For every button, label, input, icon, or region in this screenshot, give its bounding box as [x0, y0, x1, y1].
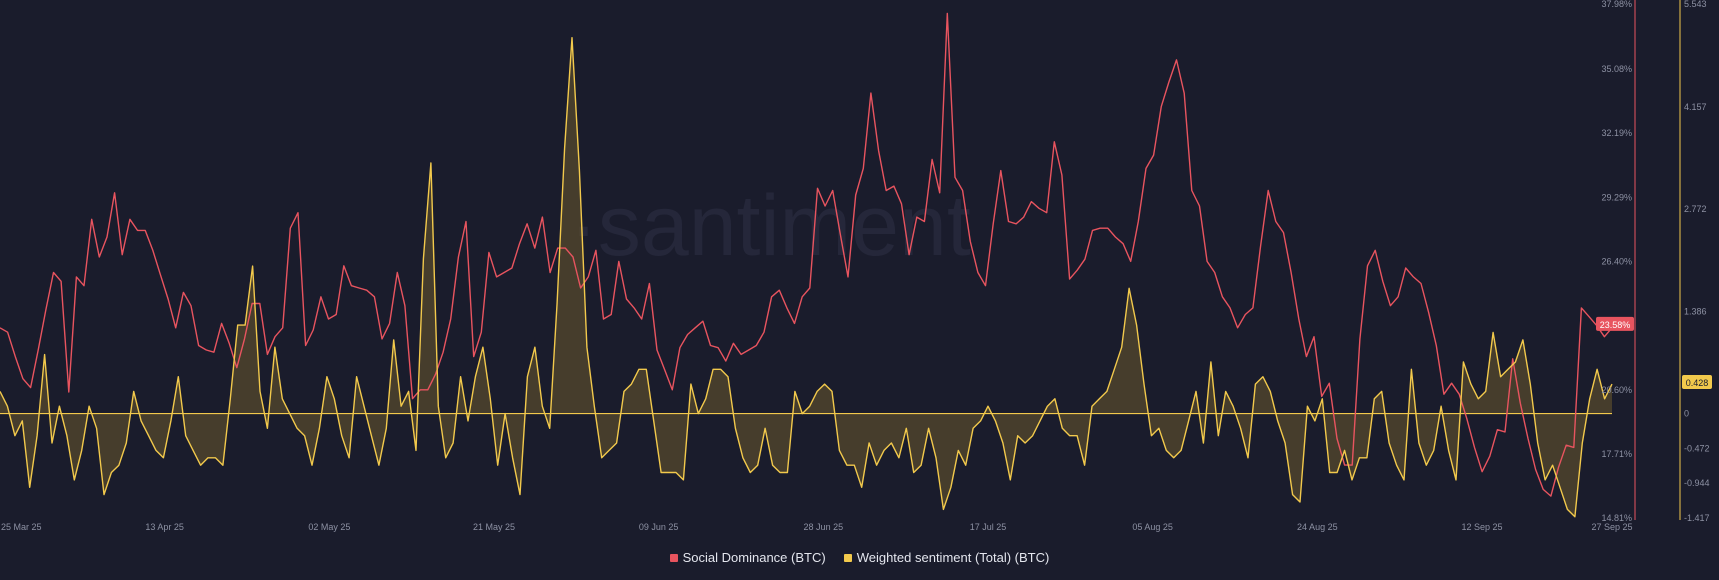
right-tick-label: 1.386 [1684, 306, 1707, 316]
x-tick-label: 12 Sep 25 [1461, 522, 1502, 532]
right-tick-label: 4.157 [1684, 102, 1707, 112]
right-tick-label: 0 [1684, 409, 1689, 419]
axes [1634, 0, 1681, 520]
right-axis-ticks: 5.543 4.157 2.772 1.386 0 -0.472 -0.944 -1.417 [1684, 0, 1710, 523]
x-tick-label: 17 Jul 25 [970, 522, 1007, 532]
x-tick-label: 13 Apr 25 [145, 522, 184, 532]
legend-label-weighted-sentiment: Weighted sentiment (Total) (BTC) [856, 550, 1050, 565]
left-tick-label: 20.60% [1601, 385, 1632, 395]
social-dominance-line [0, 12, 1613, 497]
left-tick-label: 32.19% [1601, 128, 1632, 138]
weighted-sentiment-line [0, 37, 1613, 518]
series-lines [0, 12, 1613, 518]
x-axis-ticks: 25 Mar 25 13 Apr 25 02 May 25 21 May 25 09 J… [1, 522, 1633, 532]
x-tick-label: 02 May 25 [308, 522, 350, 532]
right-tick-label: -1.417 [1684, 513, 1710, 523]
current-value-badges: 23.58% 0.428 [1596, 316, 1712, 390]
x-tick-label: 09 Jun 25 [639, 522, 679, 532]
left-tick-label: 26.40% [1601, 256, 1632, 266]
right-tick-label: -0.472 [1684, 443, 1710, 453]
legend-swatch-social-dominance [669, 553, 678, 562]
x-tick-label: 28 Jun 25 [804, 522, 844, 532]
left-tick-label: 29.29% [1601, 192, 1632, 202]
left-tick-label: 17.71% [1601, 449, 1632, 459]
left-tick-label: 14.81% [1601, 513, 1632, 523]
legend: Social Dominance (BTC) Weighted sentimen… [0, 550, 1719, 565]
watermark: ·santiment [569, 178, 971, 274]
x-tick-label: 21 May 25 [473, 522, 515, 532]
sentiment-area-fill [0, 37, 1612, 517]
right-tick-label: -0.944 [1684, 478, 1710, 488]
left-tick-label: 37.98% [1601, 0, 1632, 9]
x-tick-label: 24 Aug 25 [1297, 522, 1338, 532]
sentiment-area [0, 37, 1612, 517]
left-axis-ticks: 37.98% 35.08% 32.19% 29.29% 26.40% 23.58% 20.6… [1601, 0, 1632, 523]
x-tick-label: 05 Aug 25 [1132, 522, 1173, 532]
x-tick-label: 27 Sep 25 [1591, 522, 1632, 532]
current-label-social-dominance: 23.58% [1600, 320, 1631, 330]
current-label-weighted-sentiment: 0.428 [1686, 378, 1709, 388]
legend-label-social-dominance: Social Dominance (BTC) [682, 550, 826, 565]
current-badge-weighted-sentiment [1682, 375, 1712, 390]
right-tick-label: 5.543 [1684, 0, 1707, 9]
x-tick-label: 25 Mar 25 [1, 522, 42, 532]
left-tick-label: 35.08% [1601, 64, 1632, 74]
legend-swatch-weighted-sentiment [843, 553, 852, 562]
legend-item-social-dominance[interactable]: Social Dominance (BTC) [669, 550, 826, 565]
legend-item-weighted-sentiment[interactable]: Weighted sentiment (Total) (BTC) [843, 550, 1050, 565]
current-badge-social-dominance [1596, 316, 1634, 331]
right-tick-label: 2.772 [1684, 204, 1707, 214]
